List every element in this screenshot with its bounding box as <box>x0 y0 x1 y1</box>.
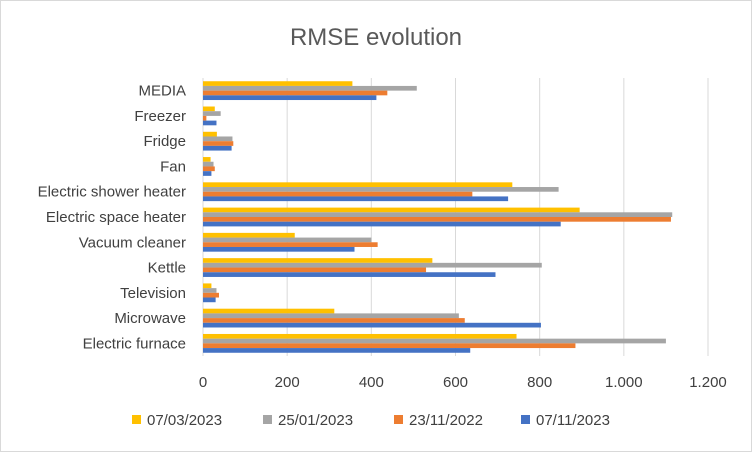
category-label: Fridge <box>143 133 186 150</box>
bar <box>203 131 217 137</box>
category-label: Vacuum cleaner <box>79 234 186 251</box>
bar <box>203 318 465 323</box>
category-label: Television <box>120 285 186 302</box>
bar <box>203 120 217 126</box>
legend-swatch <box>521 415 530 424</box>
x-tick-label: 800 <box>527 374 552 391</box>
bar <box>203 313 459 319</box>
bar <box>203 308 335 314</box>
legend: 07/03/2023 25/01/2023 23/11/2022 07/11/2023 <box>132 412 610 429</box>
bars <box>203 81 673 353</box>
category-label: Kettle <box>148 260 186 277</box>
bar <box>203 322 541 328</box>
category-label: Electric furnace <box>83 335 186 352</box>
bar <box>203 297 216 303</box>
legend-swatch <box>394 415 403 424</box>
bar <box>203 191 473 197</box>
bar <box>203 145 232 151</box>
bar <box>203 141 234 146</box>
bar <box>203 106 215 112</box>
bar <box>203 136 233 142</box>
bar <box>203 182 513 188</box>
bar <box>203 232 295 238</box>
bar <box>203 207 580 213</box>
bar <box>203 166 215 172</box>
legend-label: 23/11/2022 <box>409 412 483 429</box>
bar <box>203 262 542 268</box>
bar <box>203 272 496 277</box>
bar <box>203 343 576 349</box>
bar <box>203 157 211 162</box>
bar <box>203 333 517 339</box>
bar <box>203 95 377 101</box>
bar <box>203 246 355 252</box>
x-tick-label: 1.200 <box>689 374 727 391</box>
category-labels: MEDIA Freezer Fridge Fan Electric shower hea… <box>38 83 186 353</box>
category-label: Freezer <box>134 108 186 125</box>
x-tick-label: 400 <box>359 374 384 391</box>
legend-label: 25/01/2023 <box>278 412 353 429</box>
bar <box>203 267 427 273</box>
category-label: MEDIA <box>138 83 186 100</box>
bar <box>203 338 666 344</box>
chart-title: RMSE evolution <box>290 24 462 51</box>
legend-swatch <box>132 415 141 424</box>
bar <box>203 81 353 86</box>
bar <box>203 212 673 217</box>
bar <box>203 221 561 227</box>
bar <box>203 90 388 96</box>
bar <box>203 242 378 247</box>
bar <box>203 111 221 116</box>
x-tick-label: 0 <box>199 374 207 391</box>
x-tick-label: 200 <box>275 374 300 391</box>
category-label: Electric space heater <box>46 209 186 226</box>
bar <box>203 171 212 176</box>
x-tick-labels: 0 200 400 600 800 1.000 1.200 <box>199 374 727 391</box>
x-tick-label: 1.000 <box>605 374 643 391</box>
bar <box>203 237 372 243</box>
bar <box>203 217 671 222</box>
category-label: Electric shower heater <box>38 184 186 201</box>
x-tick-label: 600 <box>443 374 468 391</box>
bar <box>203 348 471 353</box>
bar <box>203 283 212 289</box>
legend-label: 07/11/2023 <box>536 412 610 429</box>
legend-swatch <box>263 415 272 424</box>
bar <box>203 161 214 167</box>
category-label: Fan <box>160 158 186 175</box>
legend-label: 07/03/2023 <box>147 412 222 429</box>
bar <box>203 196 509 202</box>
bar <box>203 187 559 192</box>
bar <box>203 258 433 263</box>
bar <box>203 292 219 298</box>
bar <box>203 288 217 293</box>
bar <box>203 115 207 121</box>
bar <box>203 85 417 91</box>
category-label: Microwave <box>114 310 186 327</box>
